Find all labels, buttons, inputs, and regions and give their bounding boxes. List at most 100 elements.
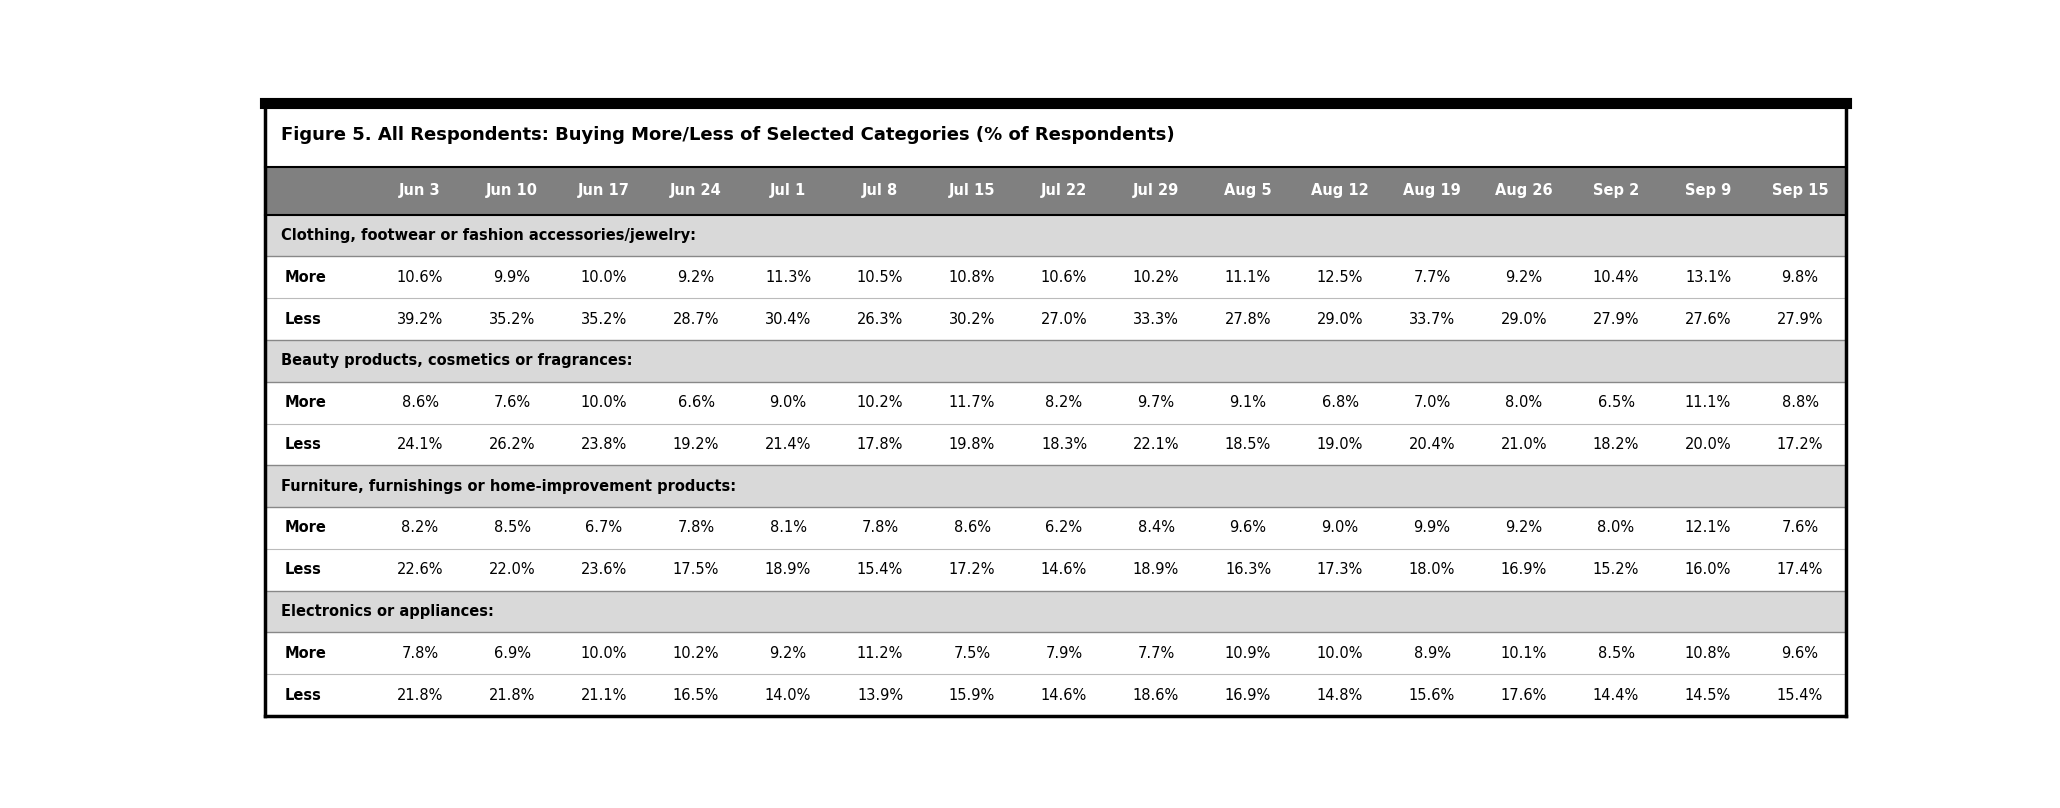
Text: 8.8%: 8.8% (1782, 395, 1819, 410)
Text: 17.5%: 17.5% (674, 562, 719, 577)
Text: Jun 17: Jun 17 (579, 183, 630, 199)
Bar (266, 423, 1846, 465)
Text: 23.8%: 23.8% (581, 437, 626, 452)
Text: 7.0%: 7.0% (1413, 395, 1450, 410)
Text: Jul 29: Jul 29 (1133, 183, 1178, 199)
Text: 10.5%: 10.5% (857, 270, 902, 284)
Text: 14.6%: 14.6% (1040, 562, 1088, 577)
Text: 21.0%: 21.0% (1502, 437, 1547, 452)
Bar (266, 256, 1846, 298)
Text: 14.5%: 14.5% (1685, 688, 1730, 703)
Text: Sep 2: Sep 2 (1592, 183, 1640, 199)
Text: 23.6%: 23.6% (581, 562, 626, 577)
Text: 10.2%: 10.2% (857, 395, 902, 410)
Text: 29.0%: 29.0% (1316, 312, 1364, 326)
Text: 15.9%: 15.9% (950, 688, 995, 703)
Text: Aug 26: Aug 26 (1496, 183, 1553, 199)
Text: 8.2%: 8.2% (1046, 395, 1084, 410)
Text: 29.0%: 29.0% (1502, 312, 1547, 326)
Text: 21.8%: 21.8% (398, 688, 443, 703)
Text: 27.8%: 27.8% (1226, 312, 1271, 326)
Text: 18.6%: 18.6% (1133, 688, 1178, 703)
Text: 10.0%: 10.0% (581, 270, 628, 284)
Text: 18.5%: 18.5% (1226, 437, 1271, 452)
Text: 12.5%: 12.5% (1316, 270, 1364, 284)
Text: 8.0%: 8.0% (1506, 395, 1543, 410)
Text: 8.5%: 8.5% (1596, 646, 1634, 661)
Text: 10.2%: 10.2% (674, 646, 719, 661)
Text: Electronics or appliances:: Electronics or appliances: (282, 604, 494, 619)
Text: 7.5%: 7.5% (954, 646, 991, 661)
Bar (266, 298, 1846, 340)
Text: 18.3%: 18.3% (1040, 437, 1088, 452)
Text: 18.0%: 18.0% (1409, 562, 1454, 577)
Text: 10.0%: 10.0% (581, 646, 628, 661)
Text: 6.9%: 6.9% (494, 646, 531, 661)
Text: 18.2%: 18.2% (1592, 437, 1640, 452)
Text: 16.0%: 16.0% (1685, 562, 1730, 577)
Text: 18.9%: 18.9% (1133, 562, 1178, 577)
Text: 16.3%: 16.3% (1226, 562, 1271, 577)
Bar (266, 215, 1846, 256)
Text: Aug 19: Aug 19 (1403, 183, 1461, 199)
Text: 13.9%: 13.9% (857, 688, 902, 703)
Text: Jul 22: Jul 22 (1040, 183, 1088, 199)
Text: 10.0%: 10.0% (581, 395, 628, 410)
Text: 26.2%: 26.2% (488, 437, 536, 452)
Text: Aug 12: Aug 12 (1310, 183, 1370, 199)
Text: 17.3%: 17.3% (1316, 562, 1364, 577)
Text: 8.1%: 8.1% (770, 520, 808, 536)
Text: 15.2%: 15.2% (1592, 562, 1640, 577)
Text: 21.4%: 21.4% (764, 437, 812, 452)
Text: 39.2%: 39.2% (398, 312, 443, 326)
Text: 10.1%: 10.1% (1502, 646, 1547, 661)
Text: More: More (284, 520, 328, 536)
Text: 19.8%: 19.8% (950, 437, 995, 452)
Text: 8.5%: 8.5% (494, 520, 531, 536)
Text: 30.4%: 30.4% (764, 312, 812, 326)
Text: 10.0%: 10.0% (1316, 646, 1364, 661)
Text: 14.0%: 14.0% (764, 688, 812, 703)
Text: More: More (284, 270, 328, 284)
Text: 22.0%: 22.0% (488, 562, 536, 577)
Text: 27.9%: 27.9% (1592, 312, 1640, 326)
Text: 7.7%: 7.7% (1137, 646, 1174, 661)
Bar (266, 674, 1846, 716)
Text: Jun 24: Jun 24 (670, 183, 721, 199)
Text: Jun 10: Jun 10 (486, 183, 538, 199)
Text: 14.8%: 14.8% (1316, 688, 1364, 703)
Text: 6.6%: 6.6% (678, 395, 715, 410)
Text: 15.4%: 15.4% (1778, 688, 1823, 703)
Text: 9.1%: 9.1% (1230, 395, 1267, 410)
Text: 11.3%: 11.3% (764, 270, 812, 284)
Text: Figure 5. All Respondents: Buying More/Less of Selected Categories (% of Respond: Figure 5. All Respondents: Buying More/L… (282, 126, 1174, 144)
Text: 7.7%: 7.7% (1413, 270, 1450, 284)
Text: 14.6%: 14.6% (1040, 688, 1088, 703)
Text: Less: Less (284, 437, 321, 452)
Text: 20.0%: 20.0% (1685, 437, 1730, 452)
Text: 20.4%: 20.4% (1409, 437, 1454, 452)
Text: 10.6%: 10.6% (398, 270, 443, 284)
Text: 7.6%: 7.6% (494, 395, 531, 410)
Text: 11.2%: 11.2% (857, 646, 902, 661)
Text: 14.4%: 14.4% (1592, 688, 1640, 703)
Text: Sep 9: Sep 9 (1685, 183, 1730, 199)
Text: 27.9%: 27.9% (1778, 312, 1823, 326)
Text: 10.9%: 10.9% (1226, 646, 1271, 661)
Bar (266, 633, 1846, 674)
Text: 9.6%: 9.6% (1230, 520, 1267, 536)
Text: 17.2%: 17.2% (1778, 437, 1823, 452)
Text: 35.2%: 35.2% (581, 312, 626, 326)
Text: 11.1%: 11.1% (1685, 395, 1730, 410)
Text: 22.6%: 22.6% (398, 562, 443, 577)
Text: 26.3%: 26.3% (857, 312, 902, 326)
Text: 21.1%: 21.1% (581, 688, 626, 703)
Text: 10.2%: 10.2% (1133, 270, 1178, 284)
Text: Less: Less (284, 312, 321, 326)
Text: Beauty products, cosmetics or fragrances:: Beauty products, cosmetics or fragrances… (282, 353, 632, 368)
Text: 6.2%: 6.2% (1046, 520, 1084, 536)
Bar (266, 103, 1846, 167)
Text: Aug 5: Aug 5 (1224, 183, 1271, 199)
Bar (266, 591, 1846, 633)
Text: 16.9%: 16.9% (1502, 562, 1547, 577)
